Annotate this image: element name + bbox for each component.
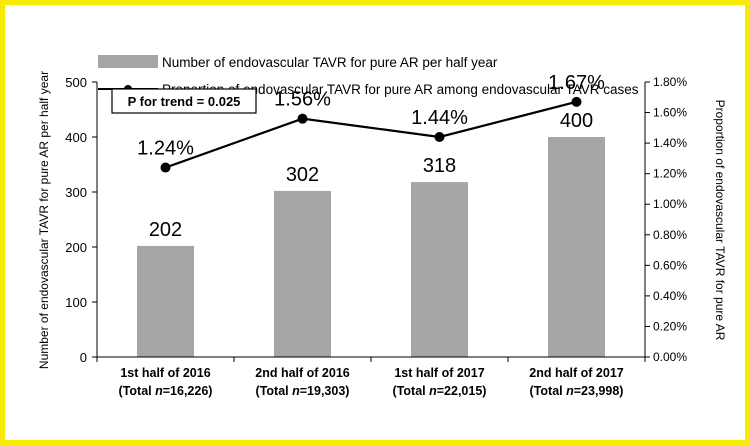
left-tick-label: 200	[65, 240, 87, 255]
legend-line-label: Proportion of endovascular TAVR for pure…	[162, 82, 639, 97]
bar	[274, 190, 331, 357]
proportion-label: 1.44%	[411, 107, 468, 129]
right-axis-title: Proportion of endovascular TAVR for pure…	[713, 100, 727, 341]
x-tick-label: 1st half of 2016	[120, 366, 210, 380]
left-tick-label: 400	[65, 130, 87, 145]
right-tick-label: 1.20%	[653, 167, 687, 181]
proportion-point	[297, 113, 308, 124]
bar-value-label: 302	[286, 164, 319, 186]
legend-bar-label: Number of endovascular TAVR for pure AR …	[162, 55, 498, 70]
proportion-label: 1.24%	[137, 138, 194, 160]
left-tick-label: 0	[80, 350, 87, 365]
proportion-point	[571, 96, 582, 107]
proportion-point	[160, 162, 171, 173]
bar-value-label: 202	[149, 219, 182, 241]
proportion-line	[165, 100, 577, 169]
right-tick-label: 0.40%	[653, 289, 687, 303]
proportion-point	[434, 132, 445, 142]
bar-value-label: 400	[560, 110, 593, 132]
bar	[548, 137, 605, 357]
right-tick-label: 1.80%	[653, 75, 687, 89]
x-tick-label: 1st half of 2017	[394, 366, 484, 380]
x-tick-label: 2nd half of 2016	[255, 366, 350, 380]
proportion-label: 1.56%	[274, 89, 331, 111]
p-trend-box	[111, 88, 257, 114]
left-tick-label: 500	[65, 75, 87, 90]
right-tick-label: 0.80%	[653, 228, 687, 242]
right-tick-label: 0.00%	[653, 350, 687, 364]
proportion-label: 1.67%	[548, 72, 605, 94]
bar-value-label: 318	[423, 155, 456, 177]
right-tick-label: 1.00%	[653, 197, 687, 211]
p-trend-label: P for trend = 0.025	[128, 94, 241, 109]
right-tick-label: 1.60%	[653, 106, 687, 120]
left-tick-label: 100	[65, 295, 87, 310]
left-axis-title: Number of endovascular TAVR for pure AR …	[37, 71, 51, 369]
x-tick-total-label: (Total n=16,226)	[119, 384, 213, 398]
x-tick-label: 2nd half of 2017	[529, 366, 624, 380]
x-tick-total-label: (Total n=23,998)	[530, 384, 624, 398]
right-tick-label: 0.20%	[653, 319, 687, 333]
bar	[411, 182, 468, 357]
right-tick-label: 0.60%	[653, 258, 687, 272]
right-tick-label: 1.40%	[653, 136, 687, 150]
left-tick-label: 300	[65, 185, 87, 200]
x-tick-total-label: (Total n=19,303)	[256, 384, 350, 398]
x-tick-total-label: (Total n=22,015)	[393, 384, 487, 398]
legend-bar-swatch	[98, 55, 158, 68]
bar	[137, 245, 194, 357]
